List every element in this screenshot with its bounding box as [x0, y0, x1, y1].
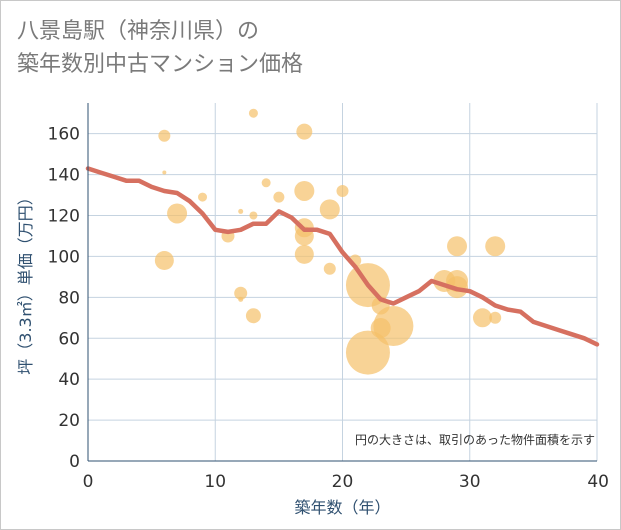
x-tick-label: 40 [587, 472, 609, 492]
bubble-point-34 [485, 236, 506, 257]
chart-title-line-2: 築年数別中古マンション価格 [17, 52, 304, 77]
bubble-series [154, 108, 506, 375]
x-tick-labels: 0 10 20 30 40 [83, 472, 609, 492]
bubble-point-32 [472, 308, 492, 328]
bubble-point-19 [319, 199, 340, 220]
bubble-point-2 [154, 251, 174, 271]
bubble-point-10 [249, 211, 258, 220]
bubble-point-8 [238, 296, 244, 302]
x-tick-label: 10 [204, 472, 226, 492]
size-note: 円の大きさは、取引のあった物件面積を示す [355, 432, 595, 447]
y-tick-label: 20 [58, 411, 80, 431]
bubble-point-15 [294, 180, 315, 201]
bubble-point-0 [158, 129, 171, 142]
bubble-point-14 [296, 123, 313, 140]
chart-title: 八景島駅（神奈川県）の 築年数別中古マンション価格 [17, 15, 303, 81]
bubble-point-21 [336, 184, 349, 197]
bubble-point-4 [198, 192, 208, 202]
y-tick-label: 120 [48, 207, 80, 227]
bubble-point-29 [447, 236, 468, 257]
y-tick-label: 0 [69, 452, 80, 472]
chart-title-line-1: 八景島駅（神奈川県）の [17, 19, 260, 44]
axes [87, 103, 597, 462]
x-axis-label: 築年数（年） [294, 498, 390, 517]
bubble-point-11 [245, 308, 261, 324]
y-tick-label: 140 [48, 166, 80, 186]
bubble-point-20 [323, 262, 336, 275]
bubble-point-1 [162, 170, 167, 175]
bubble-point-24 [345, 330, 390, 375]
grid-lines [87, 103, 598, 462]
trend-series [85, 166, 600, 347]
bubble-point-12 [261, 178, 271, 188]
x-tick-label: 30 [459, 472, 481, 492]
y-tick-label: 100 [48, 247, 80, 267]
y-tick-label: 60 [58, 329, 80, 349]
bubble-point-3 [167, 203, 188, 224]
x-tick-label: 20 [332, 472, 354, 492]
y-tick-label: 40 [58, 370, 80, 390]
y-tick-labels: 0 20 40 60 80 100 120 140 160 [48, 125, 80, 472]
y-tick-label: 80 [58, 288, 80, 308]
bubble-point-18 [294, 244, 314, 264]
x-tick-label: 0 [83, 472, 94, 492]
y-tick-label: 160 [48, 125, 80, 145]
bubble-point-13 [273, 191, 285, 203]
bubble-point-6 [238, 208, 244, 214]
bubble-point-33 [489, 311, 502, 324]
bubble-point-9 [248, 108, 258, 118]
bubble-point-27 [373, 305, 414, 346]
y-axis-label: 坪（3.3㎡）単価（万円） [16, 189, 35, 374]
bubble-point-7 [234, 286, 248, 300]
trend-line [85, 166, 600, 347]
